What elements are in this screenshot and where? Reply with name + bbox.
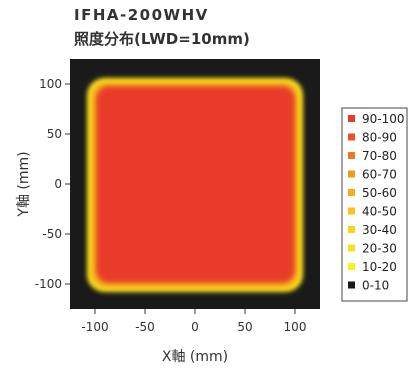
legend-label: 40-50	[362, 205, 397, 219]
x-tick-label: -50	[135, 320, 155, 334]
legend-label: 30-40	[362, 223, 397, 237]
x-tick-label: 50	[237, 320, 252, 334]
legend-swatch	[348, 207, 355, 215]
legend-label: 80-90	[362, 131, 397, 145]
legend-label: 60-70	[362, 168, 397, 182]
chart-title: IFHA-200WHV	[74, 6, 209, 24]
legend-label: 10-20	[362, 260, 397, 274]
legend-label: 70-80	[362, 149, 397, 163]
x-tick-label: -100	[81, 320, 108, 334]
legend-swatch	[348, 115, 355, 122]
y-tick-label: 0	[54, 177, 62, 191]
legend-swatch	[348, 263, 355, 270]
legend-swatch	[348, 226, 355, 233]
x-tick-label: 100	[284, 320, 307, 334]
x-tick-label: 0	[191, 320, 199, 334]
legend-swatch	[348, 281, 355, 289]
plot-area	[70, 59, 320, 309]
y-tick-label: 100	[39, 77, 62, 91]
y-tick-label: -50	[42, 227, 62, 241]
legend-label: 20-30	[362, 242, 397, 256]
heatmap-region-90-100	[99, 89, 292, 280]
legend-swatch	[348, 133, 355, 141]
chart-subtitle: 照度分布(LWD=10mm)	[74, 30, 250, 48]
legend: 90-100 80-90 70-80 60-70 50-60 40-50 30-40 20-3…	[341, 107, 408, 302]
legend-label: 90-100	[362, 112, 405, 126]
legend-swatch	[348, 152, 355, 159]
y-tick-label: 50	[47, 127, 62, 141]
y-tick-label: -100	[35, 277, 62, 291]
legend-swatch	[348, 189, 355, 196]
x-axis-label: X軸 (mm)	[162, 349, 228, 365]
legend-swatch	[348, 170, 355, 178]
legend-swatch	[348, 244, 355, 252]
legend-label: 50-60	[362, 186, 397, 200]
y-axis-label: Y軸 (mm)	[16, 151, 32, 217]
legend-label: 0-10	[362, 279, 389, 293]
axes: -100 -50 0 50 100 100 50 0 -50 -100 X軸 (mm) Y軸 (mm)	[16, 77, 306, 365]
